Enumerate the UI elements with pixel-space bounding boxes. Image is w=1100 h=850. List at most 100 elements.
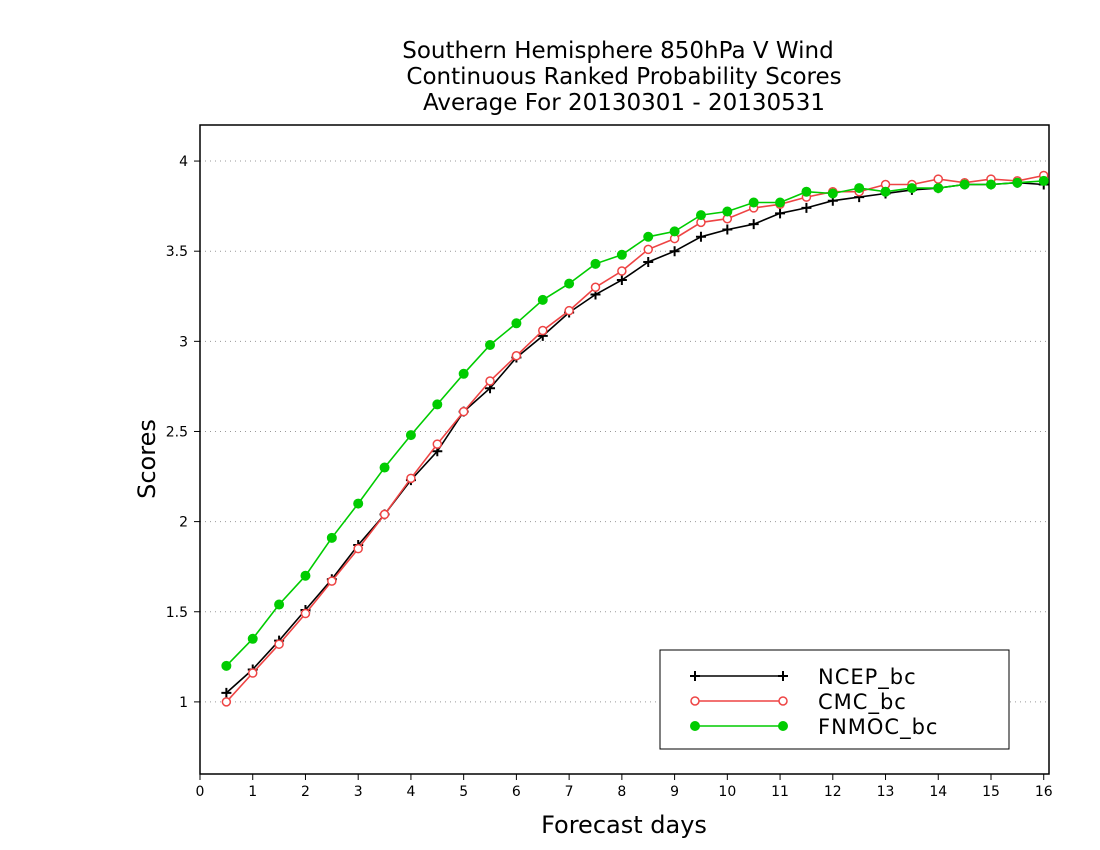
x-tick-label: 13	[877, 784, 895, 800]
filled-circle-marker	[432, 399, 443, 410]
filled-circle-marker	[722, 206, 733, 217]
x-tick-label: 5	[459, 784, 468, 800]
y-tick-label: 1.5	[166, 605, 188, 621]
x-axis-ticks: 0 1 2 3 4 5 6 7 8 9 10 11 12 13 14 15 16	[196, 774, 1053, 800]
x-axis-label: Forecast days	[541, 811, 707, 839]
open-circle-marker	[778, 696, 788, 706]
y-tick-label: 4	[179, 154, 188, 170]
filled-circle-marker	[564, 278, 575, 289]
x-tick-label: 16	[1035, 784, 1053, 800]
open-circle-marker	[300, 608, 311, 619]
series-layer	[221, 170, 1049, 707]
plus-marker	[221, 687, 232, 698]
series-cmc-bc	[221, 170, 1049, 707]
filled-circle-marker	[537, 294, 548, 305]
open-circle-marker	[933, 174, 944, 184]
open-circle-marker	[247, 668, 258, 678]
x-tick-label: 7	[565, 784, 574, 800]
title-line-3: Average For 20130301 - 20130531	[423, 90, 825, 116]
open-circle-marker	[564, 305, 574, 316]
open-circle-marker	[353, 543, 363, 554]
series-line	[225, 174, 1044, 703]
title-line-2: Continuous Ranked Probability Scores	[406, 64, 841, 90]
x-tick-label: 6	[512, 784, 521, 800]
filled-circle-marker	[933, 183, 944, 194]
open-circle-marker	[643, 244, 653, 255]
plus-marker	[643, 257, 654, 268]
grid-lines	[200, 160, 1049, 703]
plus-marker	[669, 246, 680, 257]
plus-marker	[695, 231, 706, 242]
filled-circle-marker	[353, 498, 364, 509]
x-tick-label: 10	[718, 784, 736, 800]
x-tick-label: 4	[406, 784, 415, 800]
legend-item-fnmoc-bc: FNMOC_bc	[690, 715, 937, 740]
filled-circle-marker	[616, 249, 627, 260]
open-circle-marker	[406, 473, 416, 484]
filled-circle-marker	[669, 226, 680, 237]
open-circle-marker	[690, 696, 700, 706]
series-line	[225, 180, 1044, 667]
filled-circle-marker	[854, 183, 865, 194]
filled-circle-marker	[643, 231, 654, 242]
filled-circle-marker	[1012, 177, 1023, 188]
legend-label: NCEP_bc	[818, 665, 917, 690]
y-tick-label: 2.5	[166, 424, 188, 440]
y-tick-label: 1	[179, 695, 188, 711]
x-tick-label: 12	[824, 784, 842, 800]
filled-circle-marker	[379, 462, 390, 473]
filled-circle-marker	[985, 179, 996, 190]
legend-item-ncep-bc: NCEP_bc	[690, 665, 917, 690]
open-circle-marker	[458, 406, 469, 417]
open-circle-marker	[379, 509, 390, 520]
open-circle-marker	[617, 266, 627, 276]
x-tick-label: 3	[354, 784, 363, 800]
filled-circle-marker	[695, 210, 706, 221]
filled-circle-marker	[690, 721, 700, 731]
plot-area-frame	[199, 124, 1050, 775]
plus-marker	[690, 671, 700, 681]
open-circle-marker	[221, 697, 232, 707]
x-tick-label: 1	[248, 784, 257, 800]
legend-item-cmc-bc: CMC_bc	[690, 690, 907, 715]
filled-circle-marker	[300, 570, 311, 581]
legend-box	[659, 649, 1010, 750]
filled-circle-marker	[511, 318, 522, 329]
filled-circle-marker	[326, 532, 337, 543]
y-tick-label: 3.5	[166, 244, 188, 260]
filled-circle-marker	[274, 599, 285, 610]
y-tick-label: 2	[179, 515, 188, 531]
title-line-1: Southern Hemisphere 850hPa V Wind	[402, 38, 833, 64]
filled-circle-marker	[880, 186, 891, 197]
filled-circle-marker	[1038, 175, 1049, 186]
filled-circle-marker	[775, 197, 786, 208]
filled-circle-marker	[778, 721, 788, 731]
plus-marker	[801, 202, 812, 213]
y-tick-label: 3	[179, 334, 188, 350]
plus-marker	[748, 219, 759, 230]
plus-marker	[775, 208, 786, 219]
filled-circle-marker	[827, 188, 838, 199]
filled-circle-marker	[221, 660, 232, 671]
open-circle-marker	[432, 439, 443, 449]
filled-circle-marker	[590, 258, 601, 269]
filled-circle-marker	[748, 197, 759, 208]
series-ncep-bc	[221, 177, 1049, 698]
open-circle-marker	[538, 325, 548, 336]
x-tick-label: 0	[196, 784, 205, 800]
x-tick-label: 15	[982, 784, 1000, 800]
legend-label: CMC_bc	[818, 690, 907, 715]
chart-title: Southern Hemisphere 850hPa V Wind Contin…	[402, 38, 841, 116]
open-circle-marker	[485, 376, 495, 386]
x-tick-label: 9	[670, 784, 679, 800]
open-circle-marker	[274, 639, 284, 649]
filled-circle-marker	[959, 179, 970, 190]
filled-circle-marker	[247, 633, 258, 644]
y-axis-ticks: 1 1.5 2 2.5 3 3.5 4	[166, 154, 200, 711]
x-tick-label: 2	[301, 784, 310, 800]
x-tick-label: 8	[617, 784, 626, 800]
series-fnmoc-bc	[221, 175, 1049, 671]
filled-circle-marker	[801, 186, 812, 197]
